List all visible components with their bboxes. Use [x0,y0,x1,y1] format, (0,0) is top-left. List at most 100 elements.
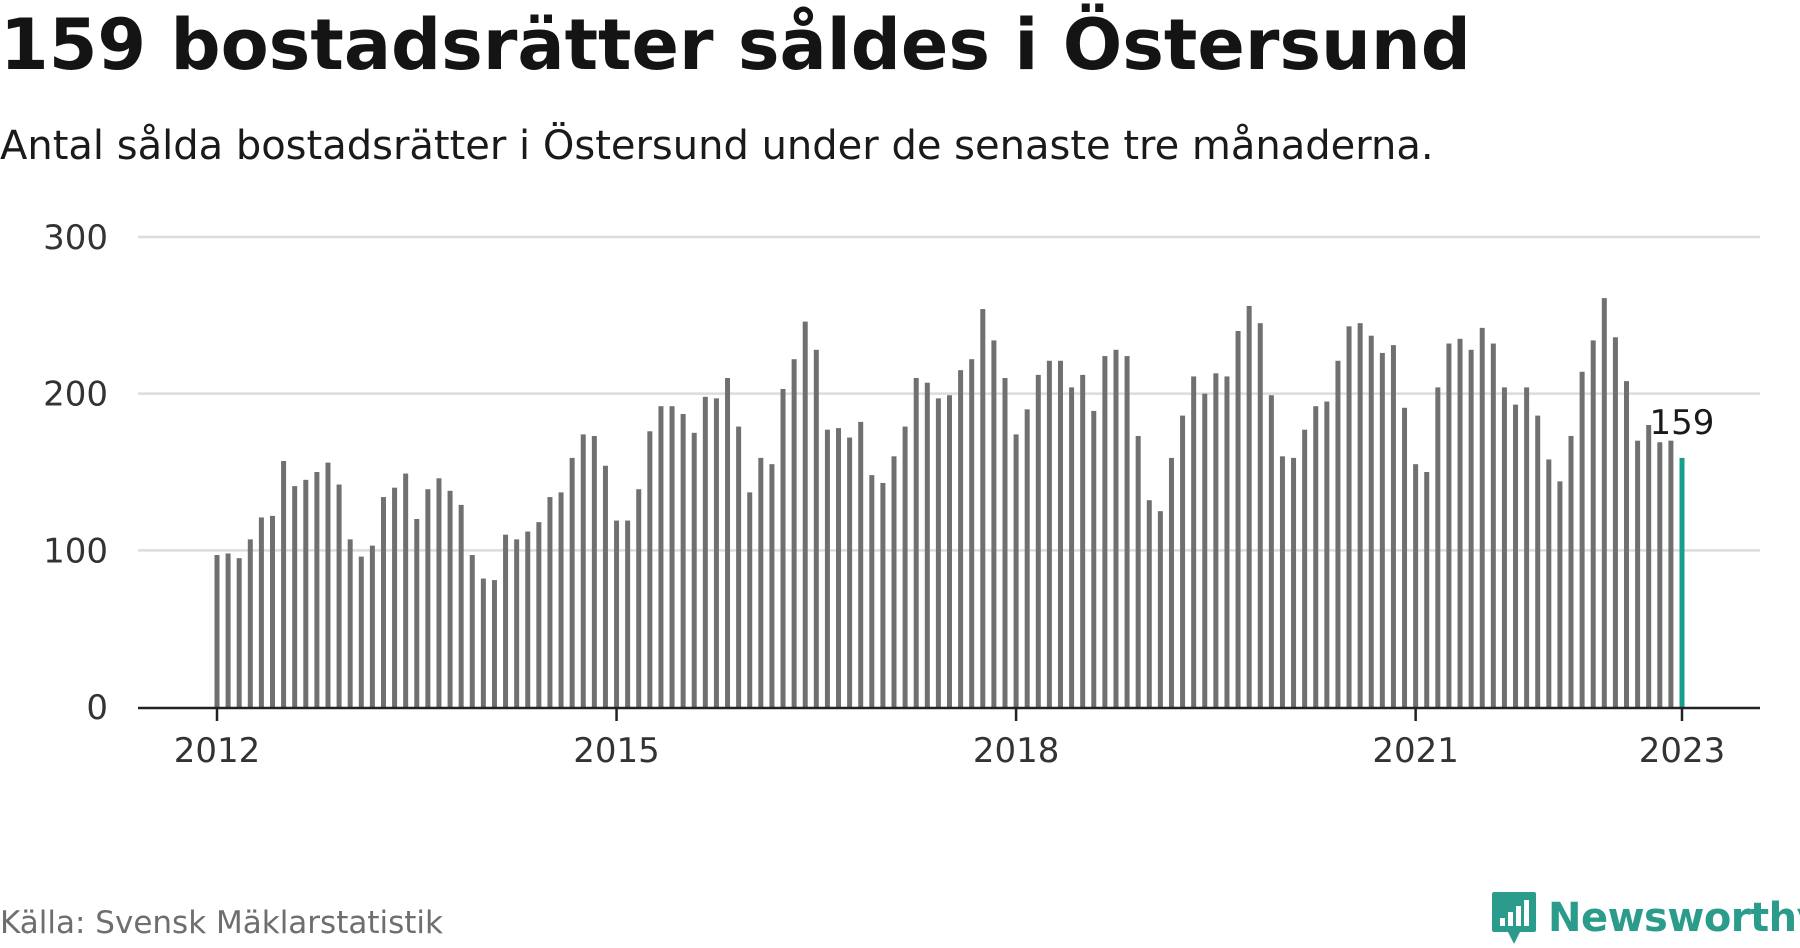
bar [480,578,486,707]
bar [1546,459,1552,707]
bar [1279,456,1285,707]
x-tick-label: 2023 [1639,731,1726,771]
y-tick-label: 0 [86,688,108,728]
bar [1069,387,1075,707]
bar [1557,481,1563,707]
bar [436,478,442,707]
bar [258,517,264,707]
bar [1046,360,1052,707]
bar [1124,356,1130,707]
bar [447,490,453,707]
bar [702,396,708,707]
bar [1590,340,1596,707]
bar [680,414,686,707]
bar [1191,376,1197,707]
bar [1324,401,1330,707]
bar [1513,404,1519,707]
bar [1368,335,1374,707]
bar [1135,435,1141,707]
bar [1235,331,1241,707]
x-tick-label: 2012 [174,731,261,771]
bar [247,539,253,707]
y-tick-label: 200 [43,375,108,415]
bar [225,553,231,707]
bar [791,359,797,707]
bar [625,520,631,707]
brand-name: Newsworthy [1548,895,1800,941]
brand-logo[interactable]: Newsworthy [1490,890,1800,946]
bar [1579,371,1585,707]
bar [747,492,753,707]
bar [1490,343,1496,707]
bar [891,456,897,707]
bar [1213,373,1219,707]
bar [292,486,298,707]
bar [935,398,941,707]
bar [591,435,597,707]
bar [1146,500,1152,707]
bar [1424,472,1430,707]
bar [1091,410,1097,707]
bar [769,464,775,707]
bar [1102,356,1108,707]
bar [1446,343,1452,707]
bar [1002,378,1008,707]
bar [514,539,520,707]
bar [1346,326,1352,707]
bar [924,382,930,707]
bar [1468,349,1474,707]
x-tick-label: 2021 [1372,731,1459,771]
chart-subtitle: Antal sålda bostadsrätter i Östersund un… [0,123,1434,169]
bar [1413,464,1419,707]
chart-title: 159 bostadsrätter såldes i Östersund [0,4,1471,86]
bar [525,531,531,707]
x-tick-label: 2018 [973,731,1060,771]
bar [913,378,919,707]
bar [1080,374,1086,707]
bar [569,457,575,707]
bar [880,482,886,707]
bar [980,309,986,707]
bar [458,504,464,707]
bar [1168,457,1174,707]
x-tick-label: 2015 [573,731,660,771]
bar [425,489,431,707]
annotations: 159 [1650,403,1715,443]
bar [614,520,620,707]
bar [1457,338,1463,707]
bar [1435,387,1441,707]
bar [1291,457,1297,707]
bar [736,426,742,707]
bar [580,434,586,707]
bar [1635,440,1641,707]
bar [969,359,975,707]
bar [636,489,642,707]
bar [991,340,997,707]
bar-highlight [1679,457,1685,707]
bar [947,395,952,707]
bar [558,492,564,707]
bar [303,479,309,707]
bar [1646,425,1652,707]
bar [958,370,964,707]
bar [1612,337,1618,707]
bar [1379,352,1385,707]
bar-series [138,298,1760,710]
bar [725,378,731,707]
bar [503,534,509,707]
newsworthy-logo-icon [1492,892,1536,944]
bar [780,388,786,707]
bar [1657,442,1663,707]
bar [1624,381,1630,707]
bar [403,473,409,707]
bar [547,497,553,707]
y-tick-label: 100 [43,531,108,571]
bar [869,475,875,707]
bar [1335,360,1341,707]
bar [1390,345,1396,707]
bar [1013,434,1019,707]
bar [269,515,275,707]
bar [647,431,653,707]
y-axis-tick-labels: 0 100 200 300 [43,218,108,728]
bar [669,406,675,707]
